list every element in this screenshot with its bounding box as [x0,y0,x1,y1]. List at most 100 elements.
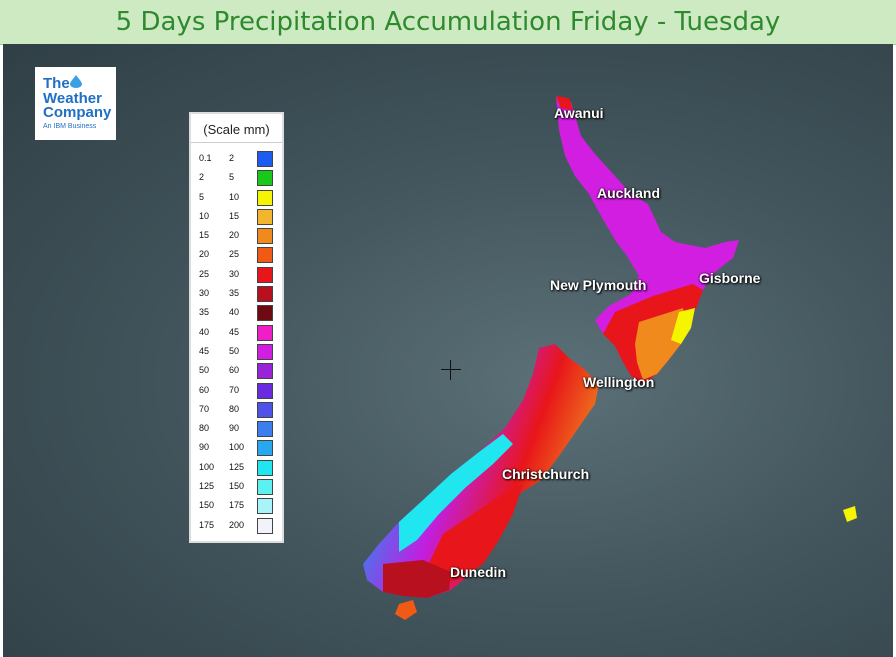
legend-color-swatch [257,459,273,476]
precipitation-scale-legend: (Scale mm) 0.1 2 2 5 5 10 10 15 15 20 20 25 25 30 30 35… [189,112,284,543]
legend-to-value: 50 [229,345,240,356]
legend-to-value: 60 [229,365,240,376]
legend-row: 30 35 [191,284,282,303]
legend-from-value: 40 [199,326,210,337]
page-title: 5 Days Precipitation Accumulation Friday… [115,7,781,37]
crosshair-icon [441,360,461,380]
legend-to-value: 2 [229,153,235,163]
city-label-auckland: Auckland [597,185,661,201]
legend-from-value: 50 [199,365,210,376]
legend-from-value: 20 [199,249,210,260]
city-label-gisborne: Gisborne [699,270,761,286]
legend-to-value: 25 [229,249,240,260]
precipitation-map[interactable]: The Weather Company An IBM Business (Sca… [3,44,893,657]
legend-color-swatch [257,324,273,341]
legend-color-swatch [257,247,273,264]
legend-color-swatch [257,170,273,187]
legend-row: 40 45 [191,323,282,342]
legend-to-value: 20 [229,230,240,241]
legend-to-value: 100 [229,442,245,453]
legend-color-swatch [257,498,273,515]
legend-color-swatch [257,479,273,496]
legend-from-value: 60 [199,384,210,395]
north-island-southeast [635,308,687,380]
legend-row: 5 10 [191,188,282,207]
city-label-wellington: Wellington [583,374,655,390]
legend-row: 35 40 [191,303,282,322]
south-island-canterbury [423,484,523,584]
legend-color-swatch [257,286,273,303]
city-label-new-plymouth: New Plymouth [550,277,647,293]
legend-to-value: 70 [229,384,240,395]
awanui-tip [556,96,573,110]
legend-color-swatch [257,305,273,322]
legend-color-swatch [257,401,273,418]
east-cape-dry [671,308,695,344]
legend-row: 70 80 [191,400,282,419]
legend-title: (Scale mm) [191,122,282,143]
legend-color-swatch [257,228,273,245]
legend-row: 0.1 2 [191,149,282,168]
legend-color-swatch [257,343,273,360]
stewart-island [395,600,417,620]
legend-from-value: 25 [199,268,210,279]
legend-to-value: 15 [229,210,240,221]
legend-from-value: 10 [199,210,210,221]
legend-row: 60 70 [191,381,282,400]
legend-from-value: 15 [199,230,210,241]
legend-from-value: 150 [199,500,215,511]
weather-company-logo: The Weather Company An IBM Business [35,67,116,140]
legend-row: 10 15 [191,207,282,226]
south-island-south [383,560,451,598]
legend-color-swatch [257,208,273,225]
legend-row: 90 100 [191,438,282,457]
nz-map-graphic [363,96,857,620]
legend-from-value: 175 [199,519,215,530]
legend-to-value: 80 [229,403,240,414]
title-bar: 5 Days Precipitation Accumulation Friday… [0,0,896,45]
city-label-dunedin: Dunedin [450,564,506,580]
south-island-west-coast [399,434,513,552]
legend-row: 15 20 [191,226,282,245]
legend-from-value: 90 [199,442,210,453]
legend-row: 25 30 [191,265,282,284]
legend-from-value: 70 [199,403,210,414]
legend-to-value: 30 [229,268,240,279]
legend-from-value: 45 [199,345,210,356]
legend-from-value: 0.1 [199,153,212,163]
legend-to-value: 40 [229,307,240,318]
legend-from-value: 125 [199,481,215,492]
legend-color-swatch [257,440,273,457]
legend-color-swatch [257,363,273,380]
legend-from-value: 35 [199,307,210,318]
legend-to-value: 200 [229,519,245,530]
legend-row: 125 150 [191,477,282,496]
legend-color-swatch [257,421,273,438]
legend-row: 150 175 [191,496,282,515]
legend-to-value: 150 [229,481,245,492]
legend-row: 80 90 [191,419,282,438]
legend-to-value: 175 [229,500,245,511]
legend-color-swatch [257,382,273,399]
legend-from-value: 2 [199,172,205,183]
legend-to-value: 125 [229,461,245,472]
legend-to-value: 45 [229,326,240,337]
city-label-christchurch: Christchurch [502,466,590,482]
legend-row: 100 125 [191,458,282,477]
legend-row: 20 25 [191,245,282,264]
legend-to-value: 5 [229,172,235,183]
legend-color-swatch [257,189,273,206]
legend-from-value: 30 [199,288,210,299]
legend-row: 45 50 [191,342,282,361]
legend-from-value: 100 [199,461,215,472]
legend-to-value: 10 [229,191,240,202]
legend-from-value: 80 [199,423,210,434]
legend-color-swatch [257,517,273,534]
legend-to-value: 90 [229,423,240,434]
legend-to-value: 35 [229,288,240,299]
chatham-island [843,506,857,522]
legend-from-value: 5 [199,191,205,202]
legend-color-swatch [257,266,273,283]
legend-row: 175 200 [191,516,282,535]
